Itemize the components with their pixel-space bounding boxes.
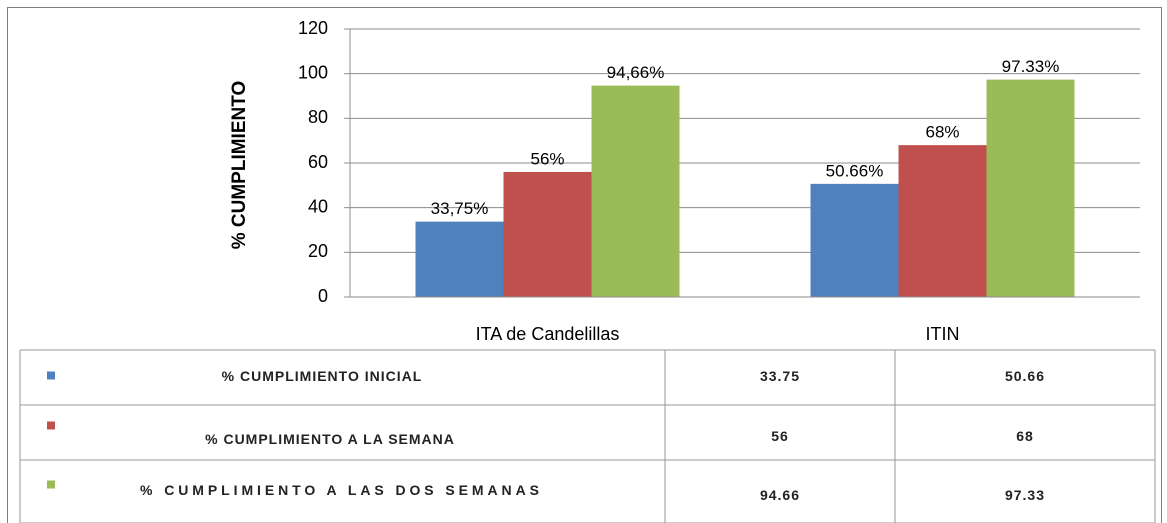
x-tick-label: ITA de Candelillas <box>476 324 620 344</box>
bar <box>810 183 899 297</box>
table-value: 50.66 <box>1005 368 1045 384</box>
value-label: 68% <box>925 123 959 142</box>
bar <box>591 85 680 297</box>
y-tick-label: 60 <box>308 152 328 172</box>
table-value: 33.75 <box>760 368 800 384</box>
y-tick-label: 0 <box>318 286 328 306</box>
table-value: 97.33 <box>1005 487 1045 503</box>
value-label: 97.33% <box>1002 57 1060 76</box>
y-tick-label: 40 <box>308 196 328 216</box>
legend-label: % CUMPLIMIENTO A LA SEMANA <box>205 431 455 447</box>
y-tick-label: 80 <box>308 107 328 127</box>
legend-swatch <box>47 480 55 489</box>
y-axis-label: % CUMPLIMIENTO <box>229 81 250 250</box>
bar <box>415 221 504 297</box>
x-tick-label: ITIN <box>926 324 960 344</box>
bar <box>898 145 987 297</box>
y-tick-label: 20 <box>308 241 328 261</box>
value-label: 94,66% <box>607 63 665 82</box>
y-tick-label: 100 <box>298 62 328 82</box>
table-value: 56 <box>771 428 789 444</box>
legend-label: % CUMPLIMIENTO A LAS DOS SEMANAS <box>140 482 540 498</box>
legend-label: % CUMPLIMIENTO INICIAL <box>222 368 423 384</box>
legend-swatch <box>47 371 55 380</box>
bar <box>503 171 592 297</box>
table-value: 94.66 <box>760 487 800 503</box>
legend-swatch <box>47 421 55 430</box>
y-tick-label: 120 <box>298 18 328 38</box>
value-label: 50.66% <box>826 161 884 180</box>
value-label: 56% <box>530 149 564 168</box>
value-label: 33,75% <box>431 199 489 218</box>
table-value: 68 <box>1016 428 1034 444</box>
chart-border <box>7 7 1162 523</box>
bar <box>986 79 1075 297</box>
